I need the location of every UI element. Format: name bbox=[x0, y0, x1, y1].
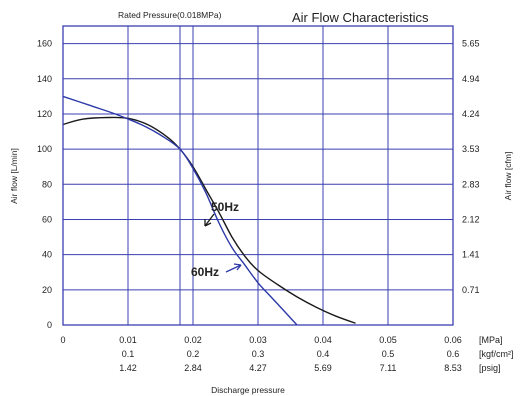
tick-labels: 0 20 40 60 80 100 120 140 160 0.71 1.41 2.12 2.83 3.5… bbox=[37, 39, 514, 373]
annotation-60hz-arrowhead bbox=[233, 263, 242, 271]
chart-title: Air Flow Characteristics bbox=[292, 10, 429, 25]
y-tick-left-label-8: 160 bbox=[37, 39, 52, 49]
y-tick-right-label-2: 2.12 bbox=[462, 214, 480, 224]
y-tick-right-label-4: 3.53 bbox=[462, 144, 480, 154]
y-tick-right-label-7: 5.65 bbox=[462, 39, 480, 49]
x-tick-mpa-label-4: 0.04 bbox=[314, 335, 332, 345]
x-tick-psig-label-4: 5.69 bbox=[314, 363, 332, 373]
x-tick-psig-label-1: 1.42 bbox=[119, 363, 137, 373]
x-tick-kgf-label-1: 0.1 bbox=[122, 349, 135, 359]
y-tick-left-label-5: 100 bbox=[37, 144, 52, 154]
annotation-50hz-arrowhead bbox=[204, 219, 212, 227]
y-tick-right-label-0: 0.71 bbox=[462, 285, 480, 295]
plot-frame bbox=[62, 25, 454, 326]
x-tick-kgf-label-6: 0.6 bbox=[447, 349, 460, 359]
y-tick-right-label-1: 1.41 bbox=[462, 250, 480, 260]
x-unit-label-2: [psig] bbox=[479, 363, 501, 373]
series-layer bbox=[62, 95, 356, 326]
y-tick-left-label-6: 120 bbox=[37, 109, 52, 119]
x-axis-label: Discharge pressure bbox=[211, 385, 285, 395]
x-tick-kgf-label-3: 0.3 bbox=[252, 349, 265, 359]
series-line-60hz bbox=[62, 95, 298, 326]
y-tick-left-label-4: 80 bbox=[42, 179, 52, 189]
grid bbox=[63, 26, 453, 325]
rated-pressure-label: Rated Pressure(0.018MPa) bbox=[118, 10, 222, 20]
x-tick-mpa-label-3: 0.03 bbox=[249, 335, 267, 345]
y-tick-left-label-2: 40 bbox=[42, 250, 52, 260]
y-tick-left-label-3: 60 bbox=[42, 214, 52, 224]
y-axis-label-left: Air flow [L/min] bbox=[9, 148, 19, 204]
x-tick-mpa-label-6: 0.06 bbox=[444, 335, 462, 345]
x-tick-kgf-label-5: 0.5 bbox=[382, 349, 395, 359]
x-tick-psig-label-2: 2.84 bbox=[184, 363, 202, 373]
x-tick-psig-label-5: 7.11 bbox=[380, 363, 397, 373]
x-tick-mpa-label-0: 0 bbox=[60, 335, 65, 345]
x-tick-mpa-label-1: 0.01 bbox=[119, 335, 137, 345]
x-tick-psig-label-3: 4.27 bbox=[249, 363, 267, 373]
x-tick-mpa-label-2: 0.02 bbox=[184, 335, 202, 345]
x-unit-label-1: [kgf/cm²] bbox=[479, 349, 514, 359]
annotation-60hz-arrow bbox=[225, 264, 242, 273]
y-tick-right-label-5: 4.24 bbox=[462, 109, 480, 119]
annotation-50hz-arrow bbox=[204, 213, 215, 227]
y-tick-right-label-3: 2.83 bbox=[462, 179, 480, 189]
y-tick-left-label-0: 0 bbox=[47, 320, 52, 330]
y-axis-label-right: Air flow [cfm] bbox=[503, 152, 513, 201]
x-unit-label-0: [MPa] bbox=[479, 335, 503, 345]
annotation-50hz-label: 50Hz bbox=[211, 200, 239, 214]
y-tick-right-label-6: 4.94 bbox=[462, 74, 480, 84]
annotation-60hz: 60Hz bbox=[191, 263, 242, 279]
y-tick-left-label-7: 140 bbox=[37, 74, 52, 84]
x-tick-mpa-label-5: 0.05 bbox=[379, 335, 397, 345]
annotation-50hz: 50Hz bbox=[204, 200, 239, 227]
x-tick-psig-label-6: 8.53 bbox=[444, 363, 462, 373]
y-tick-left-label-1: 20 bbox=[42, 285, 52, 295]
annotation-60hz-label: 60Hz bbox=[191, 265, 219, 279]
x-tick-kgf-label-2: 0.2 bbox=[187, 349, 200, 359]
x-tick-kgf-label-4: 0.4 bbox=[317, 349, 330, 359]
